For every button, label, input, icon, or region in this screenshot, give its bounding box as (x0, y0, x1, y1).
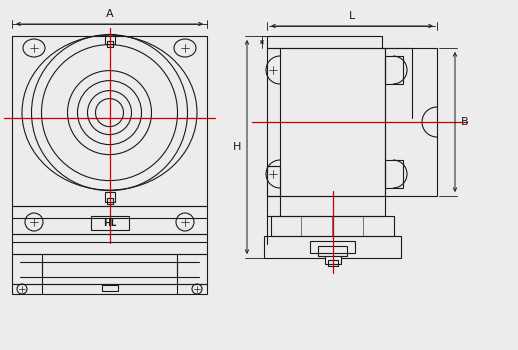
Bar (107, 198, 112, 204)
Bar (12, 284, 207, 294)
Text: B: B (461, 117, 469, 127)
Bar (324, 256, 340, 264)
Bar (105, 34, 114, 44)
Bar (385, 160, 403, 188)
Bar (105, 192, 114, 202)
Bar (12, 254, 207, 284)
Bar (264, 236, 401, 258)
Bar (385, 48, 437, 196)
Bar (12, 36, 207, 206)
Bar (42, 261, 177, 276)
Bar (12, 234, 207, 254)
Bar (385, 56, 403, 84)
Bar (280, 196, 385, 216)
Text: A: A (106, 9, 113, 19)
Bar (91, 216, 128, 230)
Bar (267, 166, 280, 196)
Bar (280, 48, 385, 196)
Bar (271, 216, 394, 236)
Bar (107, 41, 112, 47)
Bar (327, 260, 338, 266)
Text: H: H (233, 142, 241, 152)
Bar (318, 246, 347, 256)
Bar (12, 206, 207, 234)
Bar (102, 285, 118, 291)
Text: L: L (349, 11, 355, 21)
Text: HL: HL (103, 218, 116, 228)
Bar (310, 241, 355, 253)
